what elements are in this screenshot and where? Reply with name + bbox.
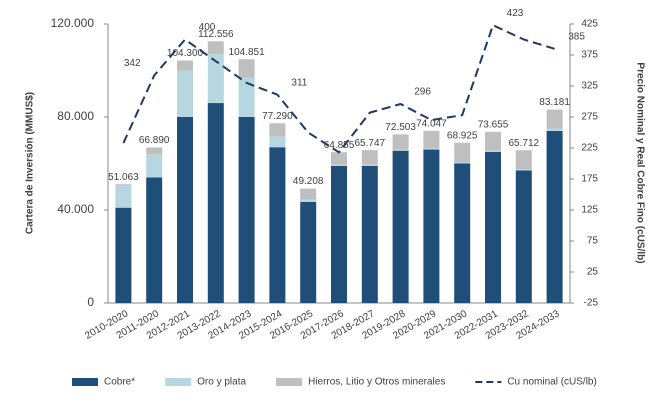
bar-segment (454, 162, 471, 164)
bar-segment (392, 149, 409, 151)
bar-segment (331, 164, 347, 166)
total-label: 49.208 (293, 176, 324, 187)
line-label: 296 (414, 87, 431, 98)
bar-segment (115, 184, 132, 186)
line-label: 385 (568, 31, 585, 42)
line-series (122, 23, 555, 154)
bar-segment (300, 188, 317, 200)
bar-segment (115, 185, 132, 208)
total-label: 64.855 (324, 140, 355, 151)
total-label: 72.503 (385, 122, 416, 133)
y2-tick-label: -25 (584, 298, 599, 309)
y2-axis-title: Precio Nominal y Real Cobre Fino (cUS/lb… (634, 62, 645, 263)
total-label: 112.556 (198, 29, 234, 40)
y2-tick-label: 75 (587, 236, 599, 247)
total-label: 83.181 (539, 97, 570, 108)
bar-segment (269, 147, 286, 303)
bar-segment (515, 150, 532, 170)
legend-label: Hierros, Litio y Otros minerales (308, 377, 445, 388)
bar-segment (392, 150, 409, 303)
bar-segment (177, 70, 193, 117)
y-tick-label: 40.000 (57, 202, 94, 216)
total-label: 66.890 (139, 135, 170, 146)
bar-segment (361, 164, 378, 166)
bar-segment (546, 109, 563, 129)
bar-segment (392, 134, 409, 150)
bar-segment (423, 148, 440, 150)
total-label: 104.851 (229, 47, 266, 58)
total-label: 65.712 (509, 138, 540, 149)
bar-segment (269, 136, 286, 148)
y2-tick-label: 375 (581, 50, 598, 61)
bar-segment (515, 169, 532, 171)
y2-tick-label: 425 (581, 19, 598, 30)
bar-segment (177, 60, 193, 71)
bar-segment (207, 41, 224, 55)
bar-segment (177, 117, 193, 303)
bar-segment (485, 150, 501, 152)
bar-segment (361, 165, 378, 303)
bar-segment (115, 207, 132, 303)
bar-segment (423, 130, 440, 149)
bar-segment (546, 128, 563, 131)
bar-segment (454, 163, 471, 303)
bar-segment (146, 147, 163, 155)
legend-swatch (165, 378, 192, 386)
bar-segment (207, 103, 224, 303)
y2-tick-label: 225 (581, 143, 598, 154)
line-label: 423 (507, 8, 524, 19)
bar-segment (146, 154, 163, 178)
total-label: 68.925 (447, 130, 478, 141)
bar-segment (146, 177, 163, 303)
legend-label: Cu nominal (cUS/lb) (507, 377, 596, 388)
y2-tick-label: 125 (581, 205, 598, 216)
legend-label: Cobre* (104, 377, 135, 388)
bar-segment (238, 117, 255, 303)
bar-segment (238, 59, 255, 78)
total-label: 51.063 (108, 172, 139, 183)
y-tick-label: 120.000 (51, 16, 95, 30)
bar-segment (300, 199, 317, 202)
total-label: 104.300 (167, 48, 204, 59)
line-label: 342 (124, 58, 141, 69)
bar-segment (331, 152, 347, 165)
bar-segment (331, 165, 347, 303)
bar-segment (485, 131, 501, 151)
y-tick-label: 80.000 (57, 109, 94, 123)
legend-swatch (72, 378, 98, 386)
total-label: 65.747 (355, 138, 386, 149)
bar-segment (515, 170, 532, 303)
y-axis-title: Cartera de Inversión (MMUS$) (25, 92, 36, 234)
bar-segment (238, 77, 255, 117)
bar-segment (207, 54, 224, 104)
y-tick-label: 0 (87, 295, 94, 309)
y2-tick-label: 175 (581, 174, 598, 185)
bar-segment (361, 150, 378, 165)
y2-tick-label: 25 (587, 267, 599, 278)
bar-segment (546, 130, 563, 303)
line-label: 400 (199, 22, 216, 33)
y2-tick-label: 325 (581, 81, 598, 92)
bar-segment (454, 142, 471, 163)
y2-tick-label: 275 (581, 112, 598, 123)
legend-swatch (276, 378, 303, 386)
legend-label: Oro y plata (197, 377, 246, 388)
bar-segment (423, 149, 440, 303)
line-label: 311 (291, 77, 307, 88)
total-label: 77.290 (262, 111, 293, 122)
bar-segment (300, 201, 317, 303)
bar-segment (269, 123, 286, 137)
total-label: 73.655 (478, 119, 509, 130)
total-label: 74.047 (416, 118, 447, 129)
bar-segment (485, 151, 501, 303)
